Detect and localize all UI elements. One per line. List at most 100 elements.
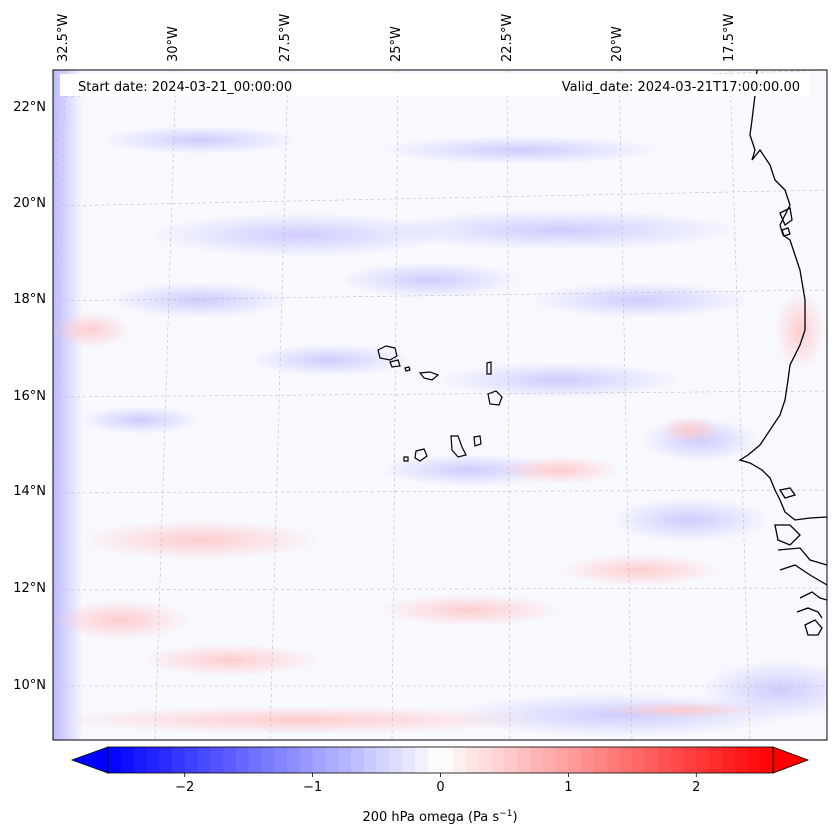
lon-label-20: 20°W — [610, 26, 625, 62]
lat-label-22: 22°N — [13, 100, 46, 115]
colorbar-segment — [453, 747, 467, 773]
lat-label-16: 16°N — [13, 389, 46, 404]
colorbar-segment — [261, 747, 275, 773]
colorbar-segment — [414, 747, 429, 773]
colorbar-segment — [146, 747, 160, 773]
colorbar-segment — [670, 747, 684, 773]
colorbar-segment — [568, 747, 582, 773]
colorbar-extend-min — [70, 746, 109, 774]
colorbar-segment — [235, 747, 250, 773]
colorbar-segment — [427, 747, 441, 773]
colorbar-segment — [402, 747, 416, 773]
latitude-labels: 22°N 20°N 18°N 16°N 14°N 12°N 10°N — [13, 100, 46, 693]
island-maio — [473, 435, 482, 447]
colorbar-segment — [683, 747, 697, 773]
gridline-lon-22-5 — [506, 70, 511, 740]
colorbar-segment — [619, 747, 633, 773]
lat-label-20: 20°N — [13, 196, 46, 211]
cape-verde-islands — [377, 345, 503, 462]
gridlines — [53, 70, 827, 740]
colorbar-segment — [606, 747, 621, 773]
colorbar-segment — [248, 747, 262, 773]
colorbar-segment — [542, 747, 557, 773]
colorbar-segment — [440, 747, 454, 773]
colorbar-segment — [491, 747, 505, 773]
colorbar-segment — [338, 747, 352, 773]
colorbar-segment — [299, 747, 314, 773]
colorbar-segment — [312, 747, 326, 773]
colorbar-segment — [504, 747, 518, 773]
valid-date-label: Valid_date: 2024-03-21T17:00:00.00 — [562, 80, 800, 95]
map-panel: Start date: 2024-03-21_00:00:00 Valid_da… — [52, 69, 828, 741]
island-sao-vicente — [389, 359, 401, 368]
lon-label-30: 30°W — [166, 26, 181, 62]
colorbar-segment — [696, 747, 710, 773]
colorbar-segment — [184, 747, 199, 773]
lon-label-27-5: 27.5°W — [278, 14, 293, 62]
lat-label-18: 18°N — [13, 292, 46, 307]
colorbar-segment — [760, 747, 774, 773]
colorbar-segment — [171, 747, 186, 773]
colorbar-segment — [517, 747, 531, 773]
map-frame — [52, 69, 828, 741]
island-sal — [486, 361, 492, 375]
colorbar-segment — [325, 747, 339, 773]
colorbar-segment — [287, 747, 301, 773]
colorbar-tick-label: −1 — [303, 780, 322, 795]
lon-label-17-5: 17.5°W — [722, 14, 737, 62]
colorbar-segment — [645, 747, 659, 773]
lat-label-12: 12°N — [13, 581, 46, 596]
colorbar-segments — [108, 747, 774, 773]
lat-label-10: 10°N — [13, 678, 46, 693]
africa-coastline — [738, 70, 827, 521]
colorbar-segment — [120, 747, 135, 773]
colorbar-tick-label: 1 — [564, 780, 572, 795]
lon-label-22-5: 22.5°W — [500, 14, 515, 62]
colorbar-segment — [274, 747, 288, 773]
colorbar-label: 200 hPa omega (Pa s−1) — [362, 809, 517, 825]
colorbar-segment — [363, 747, 378, 773]
colorbar-ticks: −2 −1 0 1 2 — [175, 773, 700, 795]
island-boa-vista — [487, 390, 503, 406]
colorbar-tick-label: −2 — [175, 780, 194, 795]
colorbar-segment — [466, 747, 480, 773]
colorbar-segment — [376, 747, 390, 773]
colorbar-segment — [632, 747, 646, 773]
gridline-lon-20 — [618, 70, 633, 740]
colorbar-segment — [555, 747, 569, 773]
header-band — [60, 74, 810, 96]
gridline-lon-30 — [154, 70, 177, 740]
colorbar-extend-max — [772, 746, 810, 774]
colorbar: −2 −1 0 1 2 200 hPa omega (Pa s−1) — [70, 746, 810, 825]
start-date-label: Start date: 2024-03-21_00:00:00 — [78, 80, 292, 95]
colorbar-segment — [108, 747, 122, 773]
colorbar-segment — [389, 747, 403, 773]
colorbar-segment — [223, 747, 237, 773]
coastline — [738, 70, 827, 636]
colorbar-segment — [709, 747, 723, 773]
lat-label-14: 14°N — [13, 484, 46, 499]
colorbar-segment — [747, 747, 761, 773]
longitude-labels: 32.5°W 30°W 27.5°W 25°W 22.5°W 20°W 17.5… — [56, 14, 737, 62]
colorbar-segment — [657, 747, 672, 773]
colorbar-tick-label: 0 — [436, 780, 444, 795]
island-santo-antao — [377, 345, 398, 361]
colorbar-segment — [210, 747, 224, 773]
colorbar-segment — [581, 747, 595, 773]
island-santa-luzia — [404, 366, 411, 372]
colorbar-tick-label: 2 — [692, 780, 700, 795]
colorbar-segment — [350, 747, 365, 773]
lon-label-25: 25°W — [389, 26, 404, 62]
colorbar-segment — [734, 747, 748, 773]
island-fogo — [414, 448, 428, 462]
colorbar-segment — [478, 747, 493, 773]
gridline-lon-17-5 — [729, 70, 751, 740]
gridline-lon-27-5 — [269, 70, 289, 740]
island-brava — [403, 456, 409, 462]
island-sao-nicolau — [418, 371, 440, 381]
colorbar-segment — [721, 747, 736, 773]
omega-field — [53, 70, 827, 740]
omega-field-background — [53, 70, 827, 740]
colorbar-segment — [530, 747, 544, 773]
